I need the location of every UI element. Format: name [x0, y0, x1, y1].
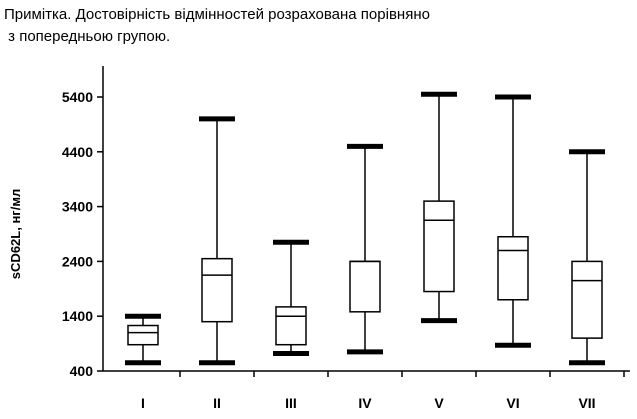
x-tick-label: IV: [358, 395, 372, 411]
y-tick-label: 400: [70, 363, 94, 379]
y-tick-label: 2400: [62, 253, 93, 269]
iqr-box: [571, 260, 603, 339]
iqr-box: [127, 324, 159, 346]
x-tick-label: VII: [578, 395, 595, 411]
iqr-box: [349, 260, 381, 313]
box-VI: [495, 94, 531, 348]
x-tick-label: I: [141, 395, 145, 411]
x-axis: I II III IV V VI VII: [103, 370, 630, 411]
x-tick-label: II: [213, 395, 221, 411]
y-tick-label: 1400: [62, 308, 93, 324]
y-tick-label: 3400: [62, 199, 93, 215]
boxes: [125, 91, 605, 366]
y-tick-label: 5400: [62, 89, 93, 105]
y-axis-title: sCD62L, нг/мл: [8, 189, 23, 279]
iqr-box: [201, 257, 233, 323]
iqr-box: [423, 200, 455, 293]
x-tick-label: VI: [506, 395, 519, 411]
box-IV: [347, 143, 383, 355]
y-tick-label: 4400: [62, 144, 93, 160]
box-III: [273, 239, 309, 356]
box-I: [125, 313, 161, 366]
box-II: [199, 116, 235, 366]
x-tick-label: V: [434, 395, 444, 411]
box-VII: [569, 149, 605, 366]
note-line-1: Примітка. Достовірність відмінностей роз…: [4, 6, 430, 23]
figure-note: Примітка. Достовірність відмінностей роз…: [4, 4, 624, 48]
y-axis: 400 1400 2400 3400 4400 5400: [62, 66, 104, 379]
x-tick-label: III: [285, 395, 297, 411]
iqr-box: [275, 306, 307, 346]
iqr-box: [497, 235, 529, 301]
note-line-2: з попередньою групою.: [4, 28, 171, 45]
box-V: [421, 91, 457, 324]
